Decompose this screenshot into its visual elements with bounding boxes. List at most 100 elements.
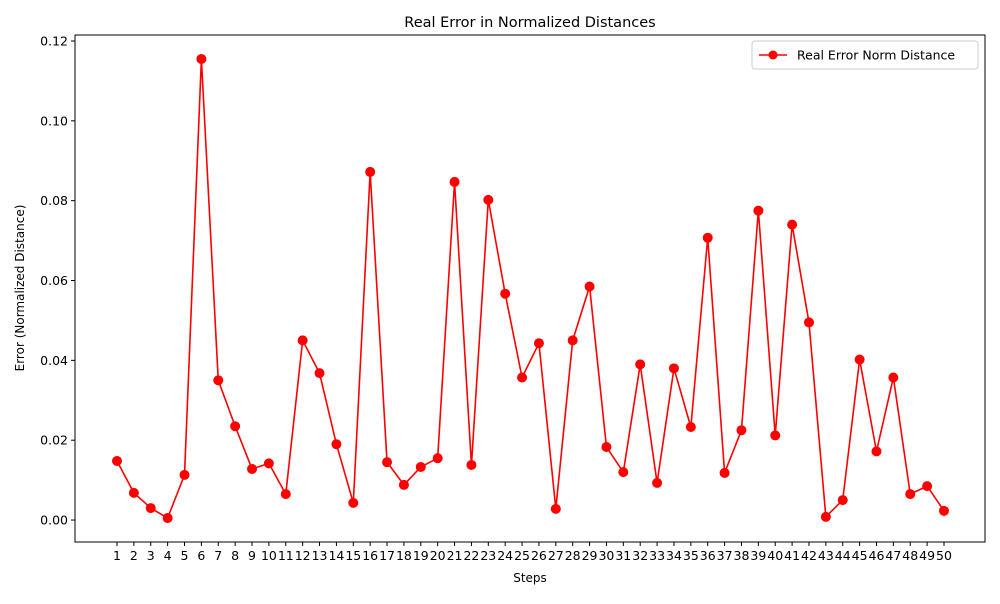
- y-axis-label: Error (Normalized Distance): [13, 205, 27, 372]
- data-point: [618, 467, 629, 478]
- x-tick-label: 1: [113, 548, 121, 563]
- x-tick-label: 8: [231, 548, 239, 563]
- x-tick-label: 34: [666, 548, 682, 563]
- x-tick-label: 36: [700, 548, 716, 563]
- x-tick-label: 11: [278, 548, 294, 563]
- x-tick-label: 23: [480, 548, 496, 563]
- data-point: [449, 176, 460, 187]
- x-tick-label: 29: [582, 548, 598, 563]
- x-tick-label: 33: [649, 548, 665, 563]
- data-point: [939, 505, 949, 516]
- y-tick-label: 0.06: [40, 273, 68, 288]
- x-tick-label: 35: [683, 548, 699, 563]
- data-point: [297, 335, 308, 346]
- data-point: [314, 368, 325, 379]
- data-point: [247, 463, 258, 474]
- data-point: [280, 489, 291, 500]
- x-tick-label: 18: [396, 548, 412, 563]
- x-tick-label: 20: [430, 548, 446, 563]
- data-point: [820, 511, 831, 522]
- data-point: [668, 363, 679, 374]
- data-point: [517, 372, 528, 383]
- data-point: [500, 288, 511, 299]
- data-point: [854, 354, 865, 365]
- data-point: [601, 441, 612, 452]
- legend-frame: [751, 40, 979, 70]
- x-tick-label: 19: [413, 548, 429, 563]
- data-point: [567, 335, 578, 346]
- data-point: [584, 281, 595, 292]
- data-point: [213, 375, 224, 386]
- data-point: [128, 487, 139, 498]
- x-tick-label: 46: [869, 548, 885, 563]
- data-point: [719, 467, 730, 478]
- chart-title: Real Error in Normalized Distances: [404, 15, 655, 31]
- x-tick-label: 16: [362, 548, 378, 563]
- data-point: [770, 430, 781, 441]
- data-point: [382, 457, 393, 468]
- data-point: [112, 455, 122, 466]
- x-tick-label: 13: [312, 548, 328, 563]
- x-tick-label: 31: [615, 548, 631, 563]
- data-point: [415, 461, 426, 472]
- x-tick-label: 45: [852, 548, 868, 563]
- x-tick-label: 2: [130, 548, 138, 563]
- x-tick-label: 50: [936, 548, 952, 563]
- data-point: [483, 194, 494, 205]
- x-tick-label: 12: [295, 548, 311, 563]
- data-point: [263, 458, 274, 469]
- data-point: [787, 219, 798, 230]
- data-point: [635, 359, 646, 370]
- data-point: [196, 53, 207, 64]
- x-tick-label: 27: [548, 548, 564, 563]
- data-point: [922, 481, 933, 492]
- x-tick-label: 37: [717, 548, 733, 563]
- data-point: [837, 495, 848, 506]
- data-point: [702, 232, 713, 243]
- data-point: [685, 422, 696, 433]
- x-tick-label: 6: [197, 548, 205, 563]
- x-tick-label: 32: [632, 548, 648, 563]
- x-tick-label: 40: [767, 548, 783, 563]
- x-tick-label: 30: [598, 548, 614, 563]
- x-tick-label: 42: [801, 548, 817, 563]
- x-tick-label: 47: [885, 548, 901, 563]
- x-tick-label: 44: [835, 548, 851, 563]
- data-point: [348, 497, 359, 508]
- x-tick-label: 28: [565, 548, 581, 563]
- x-tick-label: 22: [463, 548, 479, 563]
- x-tick-label: 4: [164, 548, 172, 563]
- y-tick-label: 0.10: [40, 113, 68, 128]
- x-tick-label: 17: [379, 548, 395, 563]
- series-line: [116, 58, 945, 519]
- x-tick-label: 7: [214, 548, 222, 563]
- x-tick-label: 15: [345, 548, 361, 563]
- x-axis-label: Steps: [513, 571, 547, 585]
- plot-area: 0.000.020.040.060.080.100.121 2 3 4 5 6 7 8 9 10 1…: [40, 33, 986, 563]
- data-point: [398, 479, 409, 490]
- legend-label: Real Error Norm Distance: [797, 48, 955, 63]
- x-tick-label: 5: [181, 548, 189, 563]
- data-point: [230, 421, 241, 432]
- data-point: [179, 469, 190, 480]
- x-tick-label: 26: [531, 548, 547, 563]
- data-point: [533, 338, 544, 349]
- y-tick-label: 0.04: [40, 353, 68, 368]
- x-tick-label: 48: [902, 548, 918, 563]
- data-point: [888, 372, 899, 383]
- data-point: [145, 503, 156, 514]
- x-tick-label: 25: [514, 548, 530, 563]
- y-tick-label: 0.02: [40, 433, 68, 448]
- x-tick-label: 3: [147, 548, 155, 563]
- x-tick-label: 38: [734, 548, 750, 563]
- data-point: [162, 513, 173, 524]
- data-point: [736, 425, 747, 436]
- data-point: [905, 489, 916, 500]
- data-point: [803, 317, 814, 328]
- data-point: [466, 459, 477, 470]
- x-tick-label: 21: [447, 548, 463, 563]
- data-point: [331, 439, 342, 450]
- y-tick-label: 0.08: [40, 193, 68, 208]
- data-point: [652, 477, 663, 488]
